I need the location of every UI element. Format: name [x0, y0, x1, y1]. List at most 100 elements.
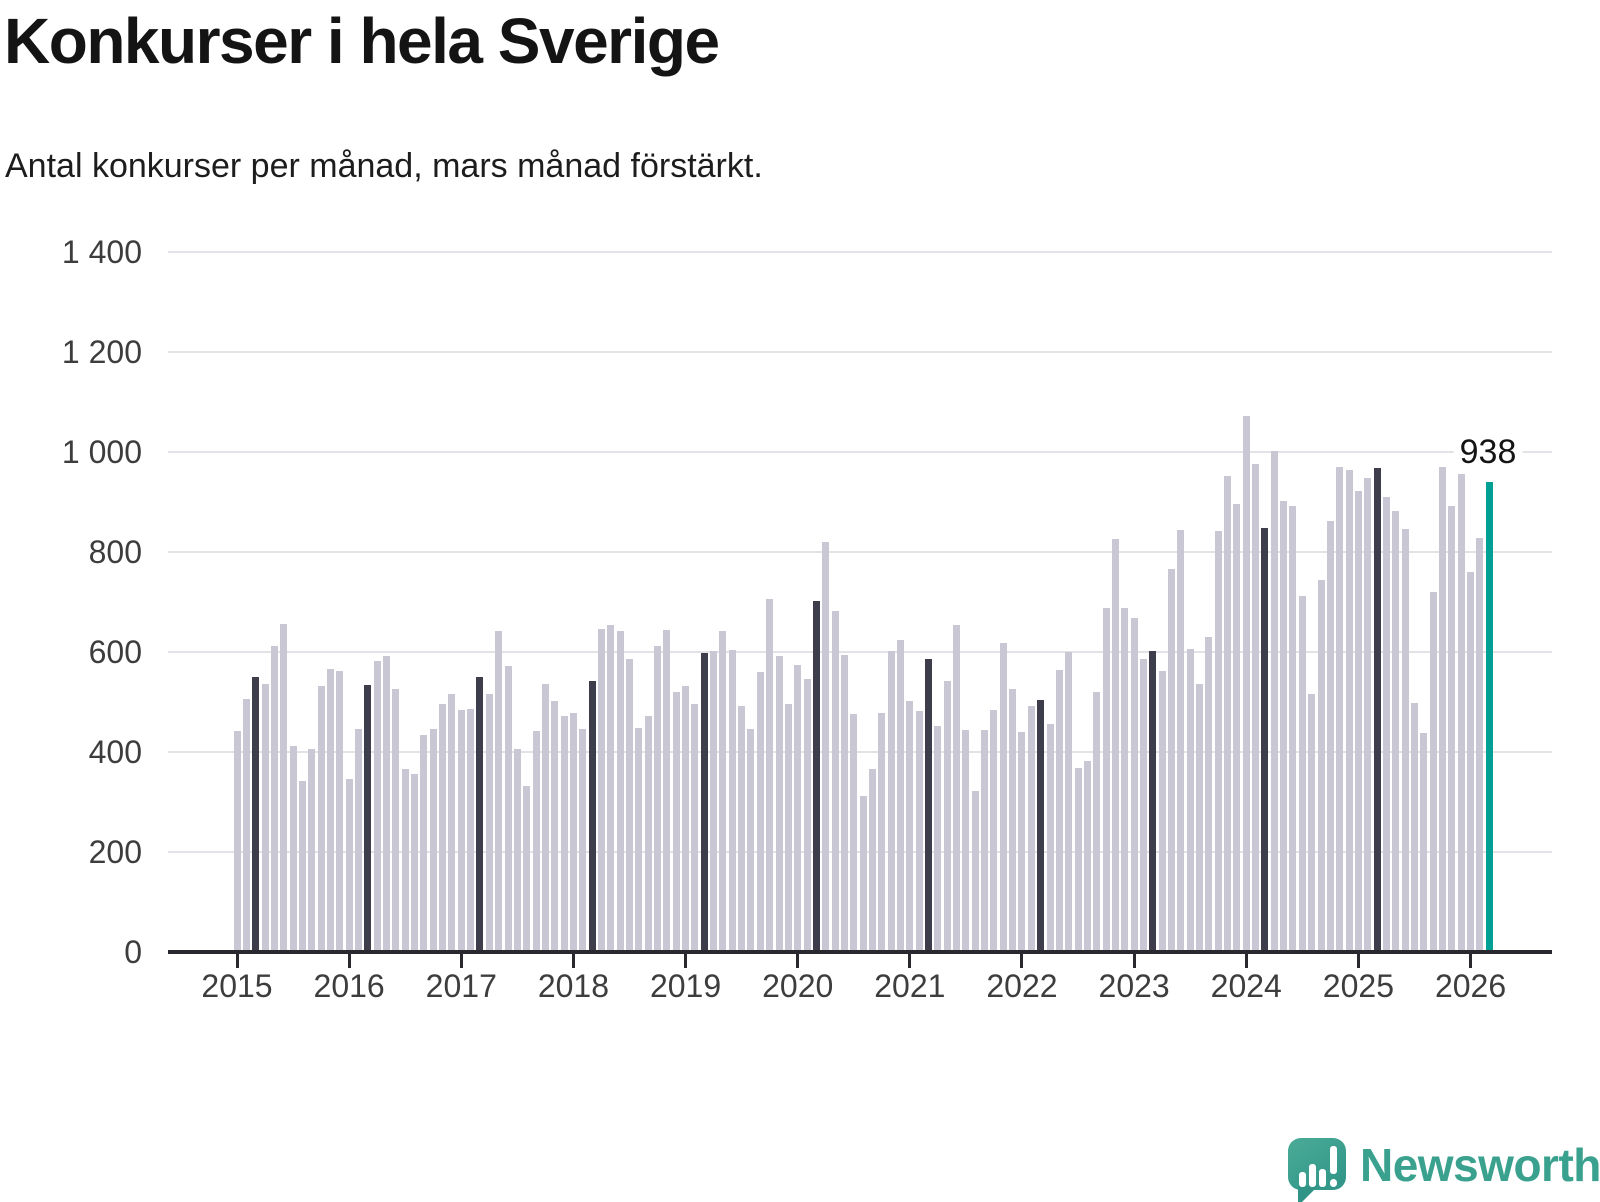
bar-month	[1018, 732, 1026, 951]
bar-month	[308, 748, 316, 951]
bar-month	[756, 672, 764, 951]
bar-month	[915, 711, 923, 951]
bar-month	[691, 703, 699, 951]
x-axis-label-2020: 2020	[762, 968, 834, 1004]
bar-month	[887, 651, 895, 951]
x-axis-label-2023: 2023	[1098, 968, 1170, 1004]
x-axis-tick-2021	[908, 954, 912, 968]
bar-month	[1233, 503, 1241, 951]
bar-month	[971, 791, 979, 951]
bar-month	[411, 773, 419, 951]
bar-month	[373, 661, 381, 951]
x-axis-tick-2022	[1020, 954, 1024, 968]
bar-month	[1027, 706, 1035, 951]
bar-month	[1074, 767, 1082, 951]
x-axis-label-2025: 2025	[1322, 968, 1394, 1004]
bar-month	[541, 683, 549, 951]
bar-month	[476, 676, 484, 951]
bar-month	[317, 686, 325, 951]
bar-month	[1326, 520, 1334, 951]
bar-month	[252, 677, 260, 951]
bar-month	[1111, 539, 1119, 951]
bar-month	[1055, 669, 1063, 951]
bar-month	[728, 650, 736, 951]
bar-month	[999, 642, 1007, 951]
bar-month	[579, 728, 587, 951]
bar-month	[934, 725, 942, 951]
bar-month	[1214, 531, 1222, 951]
bar-month	[1252, 463, 1260, 951]
x-axis-tick-2020	[796, 954, 800, 968]
bar-month	[1261, 527, 1269, 951]
y-axis-label: 800	[88, 534, 142, 570]
bar-month	[1467, 572, 1475, 951]
bar-month	[1083, 761, 1091, 951]
bar-month	[439, 703, 447, 951]
bar-month	[1392, 510, 1400, 951]
bar-month	[654, 646, 662, 951]
bar-month	[803, 678, 811, 951]
bar-month	[990, 710, 998, 951]
bar-month	[270, 646, 278, 951]
bar-month	[616, 631, 624, 951]
bar-month	[906, 701, 914, 951]
x-axis-tick-2025	[1356, 954, 1360, 968]
bar-month	[354, 728, 362, 951]
bar-month	[663, 629, 671, 951]
bar-month	[289, 746, 297, 951]
bar-month	[392, 688, 400, 951]
bar-month	[401, 768, 409, 951]
bar-month	[682, 686, 690, 951]
bar-month	[1401, 529, 1409, 951]
bar-month	[513, 748, 521, 951]
bar-month	[700, 653, 708, 951]
bar-month	[1186, 648, 1194, 951]
bar-month	[840, 654, 848, 951]
bar-month	[242, 698, 250, 951]
bar-month	[710, 651, 718, 951]
bar-month	[747, 728, 755, 951]
bar-month	[1149, 651, 1157, 951]
bar-month	[719, 631, 727, 951]
gridline-600	[168, 651, 1552, 653]
bar-month	[896, 639, 904, 951]
bar-month	[953, 624, 961, 951]
bar-month	[485, 693, 493, 951]
y-axis-label: 200	[88, 834, 142, 870]
bar-month	[1270, 451, 1278, 951]
bar-month	[850, 714, 858, 951]
bar-month	[1410, 703, 1418, 951]
x-axis-label-2022: 2022	[986, 968, 1058, 1004]
bar-month	[560, 716, 568, 951]
bar-month	[1448, 505, 1456, 951]
bar-month	[1205, 636, 1213, 951]
x-axis-tick-2019	[684, 954, 688, 968]
bar-month	[1345, 470, 1353, 951]
x-axis-tick-2018	[571, 954, 575, 968]
y-axis-label: 600	[88, 634, 142, 670]
bar-month	[1364, 477, 1372, 951]
bar-month	[962, 730, 970, 951]
x-axis-tick-2024	[1244, 954, 1248, 968]
y-axis-label: 1 400	[61, 234, 142, 270]
bar-month	[1093, 692, 1101, 951]
bar-month	[1224, 475, 1232, 951]
bar-month	[1382, 497, 1390, 951]
bar-month	[859, 796, 867, 951]
bar-month	[298, 781, 306, 951]
bar-month	[1102, 607, 1110, 951]
x-axis-tick-2017	[459, 954, 463, 968]
bar-month	[383, 656, 391, 951]
bar-month	[644, 716, 652, 951]
bar-month	[925, 659, 933, 951]
x-axis-label-2019: 2019	[649, 968, 722, 1004]
bar-month	[1476, 537, 1484, 951]
bar-month	[429, 728, 437, 951]
bar-month	[794, 664, 802, 951]
bar-month	[1373, 467, 1381, 951]
bar-month	[1317, 579, 1325, 951]
bar-month	[364, 684, 372, 951]
x-axis-label-2018: 2018	[537, 968, 609, 1004]
bar-month	[868, 768, 876, 951]
